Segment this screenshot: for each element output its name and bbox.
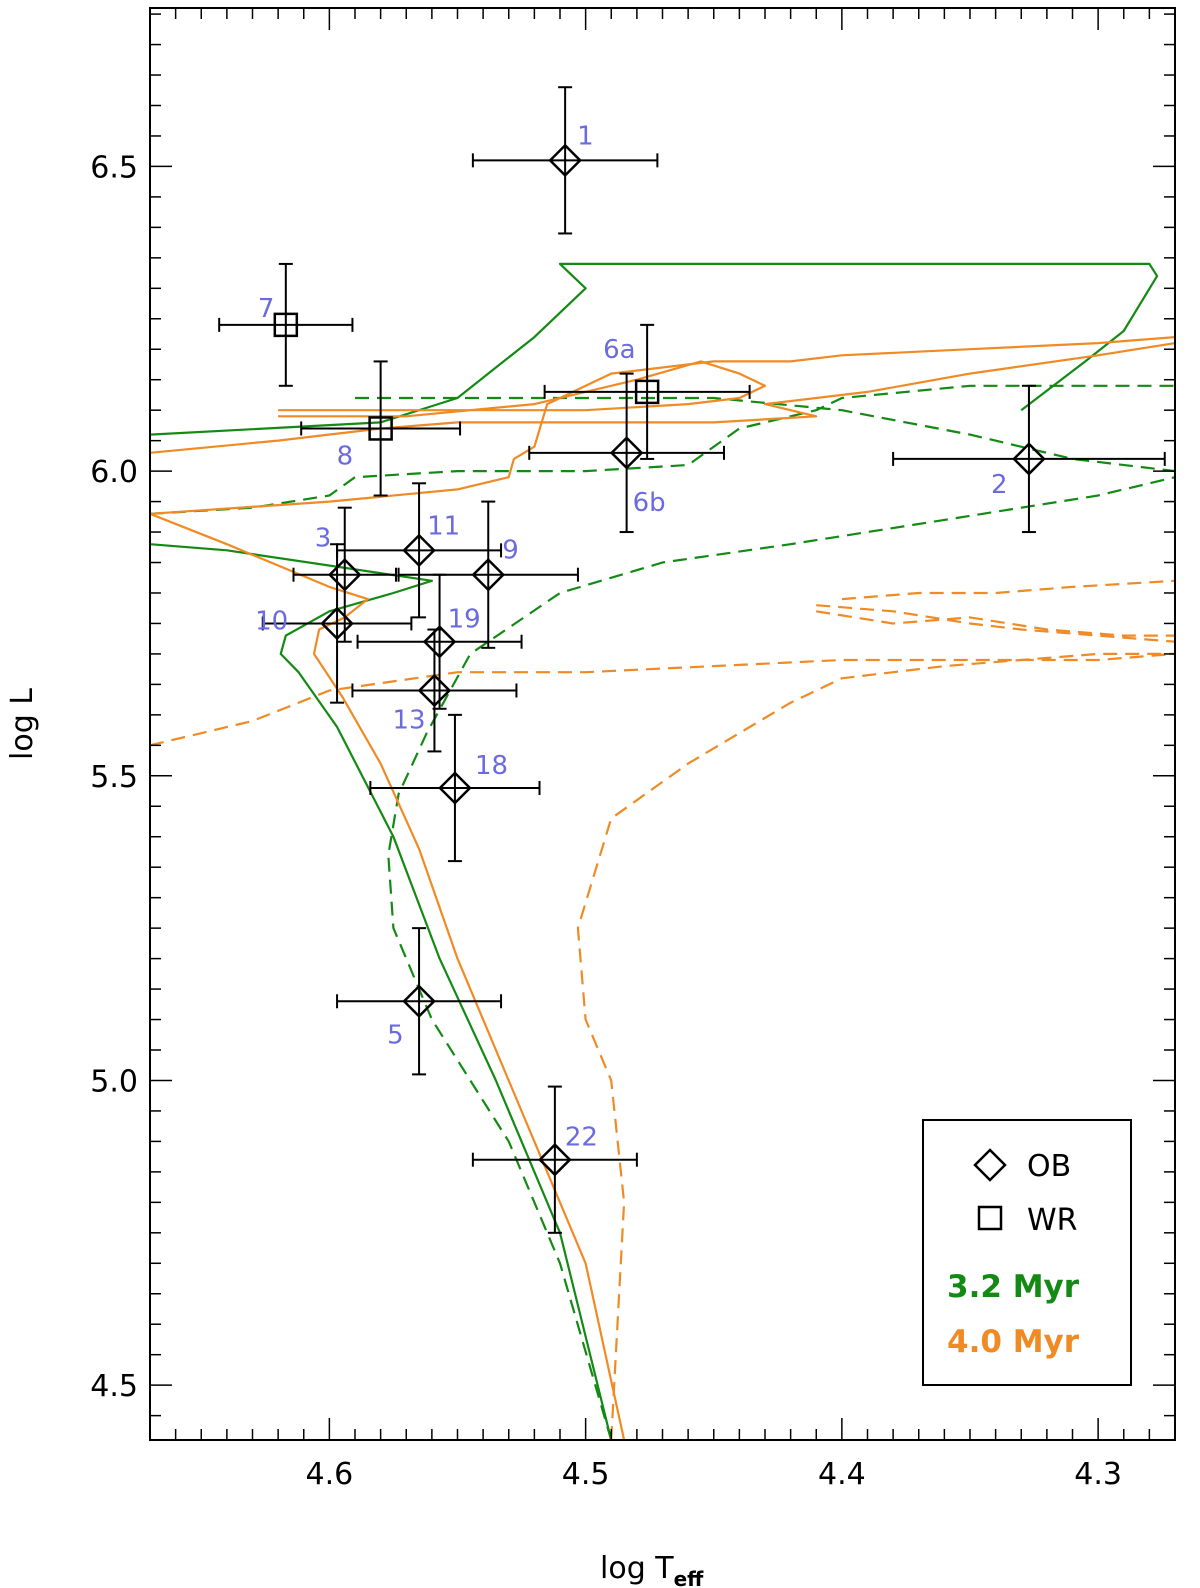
legend-box: [922, 1119, 1132, 1386]
data-point-19: 19: [356, 573, 523, 710]
data-point-18: 18: [369, 713, 541, 863]
y-tick-label: 5.0: [90, 1064, 138, 1099]
x-tick-label: 4.3: [1074, 1457, 1122, 1492]
square-marker: [368, 416, 393, 441]
point-label: 9: [502, 536, 519, 566]
data-point-11: 11: [336, 482, 503, 619]
diamond-marker: [402, 984, 436, 1019]
diamond-marker: [402, 533, 436, 568]
data-point-6a: 6a: [543, 323, 751, 460]
point-label: 6b: [633, 488, 666, 518]
data-point-5: 5: [336, 927, 503, 1076]
point-label: 7: [258, 294, 275, 324]
point-label: 8: [337, 441, 354, 471]
diamond-marker: [548, 143, 582, 178]
isochrone-curve-8: [278, 360, 767, 418]
data-points: 1 7 6a 8 6b 2 11 3 9 10 19 13 18 5 22: [218, 86, 1166, 1234]
data-point-3: 3: [292, 506, 397, 643]
data-point-8: 8: [300, 360, 462, 497]
data-point-2: 2: [892, 384, 1166, 534]
diamond-marker: [422, 624, 457, 659]
x-tick-label: 4.5: [562, 1457, 610, 1492]
data-point-9: 9: [397, 500, 579, 649]
isochrone-curve-6: [150, 336, 1175, 515]
isochrone-curve-7: [150, 342, 1175, 454]
y-tick-label: 4.5: [90, 1369, 138, 1404]
point-label: 2: [991, 470, 1008, 500]
square-marker: [634, 379, 660, 405]
axis-ticks: [150, 8, 1176, 1440]
data-point-7: 7: [218, 262, 354, 387]
y-tick-label: 6.5: [90, 150, 138, 185]
y-tick-label: 5.5: [90, 760, 138, 795]
legend-wr-label: WR: [1027, 1203, 1078, 1238]
isochrone-curve-10: [576, 652, 1175, 1440]
legend-green-label: 3.2 Myr: [947, 1269, 1080, 1305]
data-point-6b: 6b: [528, 372, 725, 534]
y-tick-label: 6.0: [90, 455, 138, 490]
point-label: 11: [427, 511, 460, 541]
diamond-marker: [1012, 442, 1046, 476]
point-label: 6a: [603, 335, 635, 365]
isochrone-curve-1: [150, 262, 1159, 436]
diamond-marker: [538, 1142, 572, 1177]
x-tick-label: 4.6: [306, 1457, 354, 1492]
legend: OB WR 3.2 Myr 4.0 Myr: [922, 1119, 1132, 1386]
square-marker: [273, 312, 299, 338]
isochrone-curve-5: [150, 512, 626, 1440]
point-label: 3: [315, 524, 332, 554]
isochrone-curve-12: [841, 579, 1175, 601]
axis-tick-labels: 4.6 4.5 4.4 4.3 4.5 5.0 5.5 6.0 6.5: [90, 150, 1122, 1492]
x-axis-label: log Teff: [600, 1551, 704, 1588]
isochrone-curve-2: [387, 476, 1175, 1440]
diamond-marker: [327, 557, 362, 592]
diamond-marker: [320, 606, 354, 641]
legend-diamond-icon: [973, 1148, 1007, 1182]
diamond-marker: [471, 557, 506, 592]
x-axis-label-subscript: eff: [674, 1567, 705, 1588]
point-label: 1: [577, 121, 594, 151]
isochrone-curves: [150, 262, 1175, 1440]
legend-square-icon: [977, 1205, 1003, 1231]
data-point-13: 13: [351, 628, 518, 753]
x-tick-label: 4.4: [818, 1457, 866, 1492]
data-point-22: 22: [471, 1085, 638, 1234]
point-label: 10: [255, 606, 288, 636]
data-point-1: 1: [471, 86, 659, 235]
diamond-marker: [438, 771, 472, 805]
isochrone-curve-4: [355, 396, 1175, 473]
point-label: 5: [387, 1020, 404, 1050]
legend-ob-label: OB: [1027, 1149, 1071, 1184]
diamond-marker: [417, 673, 452, 708]
isochrone-curve-13: [816, 610, 1175, 637]
diamond-marker: [609, 436, 644, 470]
isochrone-curve-0: [150, 543, 613, 1440]
point-label: 18: [475, 751, 508, 781]
y-axis-label: log L: [5, 688, 40, 760]
point-label: 19: [448, 605, 481, 635]
point-label: 13: [392, 705, 425, 735]
point-label: 22: [565, 1123, 598, 1153]
isochrone-curve-9: [150, 652, 1175, 747]
data-point-10: 10: [255, 543, 413, 704]
legend-orange-label: 4.0 Myr: [947, 1324, 1080, 1360]
isochrone-curve-11: [816, 604, 1175, 643]
